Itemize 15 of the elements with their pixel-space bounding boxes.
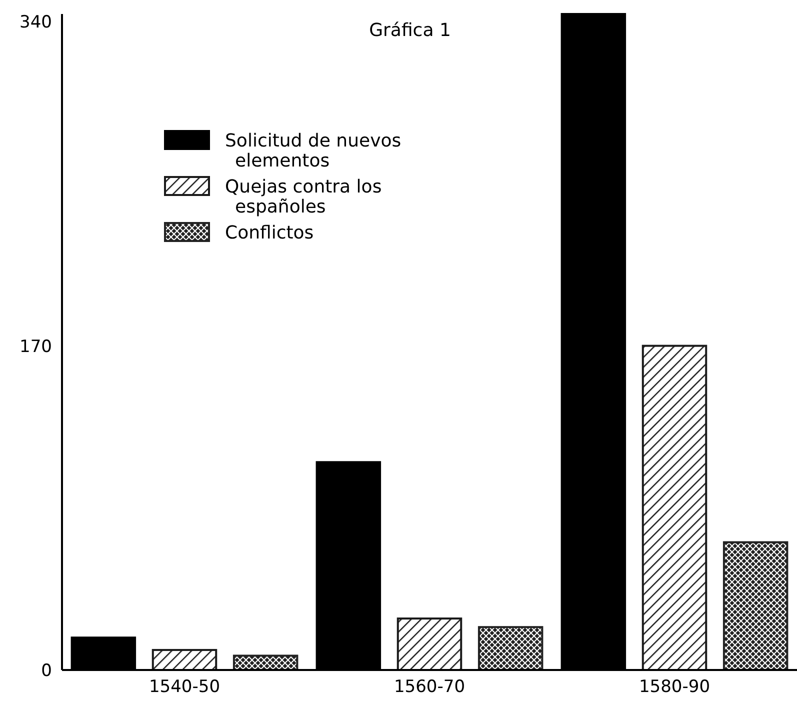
chart-title: Gráfica 1 bbox=[369, 20, 451, 41]
y-tick-label: 0 bbox=[41, 660, 52, 681]
bar bbox=[642, 344, 708, 671]
bar bbox=[722, 541, 788, 671]
x-tick-label: 1580-90 bbox=[638, 677, 710, 697]
x-tick-label: 1540-50 bbox=[148, 677, 220, 697]
bar bbox=[478, 626, 544, 671]
legend-label: Quejas contra los españoles bbox=[225, 176, 382, 218]
legend-label: Conflictos bbox=[225, 222, 314, 244]
bar bbox=[152, 648, 218, 671]
bar bbox=[396, 618, 462, 671]
y-tick-label: 170 bbox=[20, 336, 52, 357]
y-tick-label: 340 bbox=[20, 12, 52, 33]
legend-label: Solicitud de nuevos elementos bbox=[225, 130, 402, 172]
x-tick-label: 1560-70 bbox=[394, 677, 466, 697]
